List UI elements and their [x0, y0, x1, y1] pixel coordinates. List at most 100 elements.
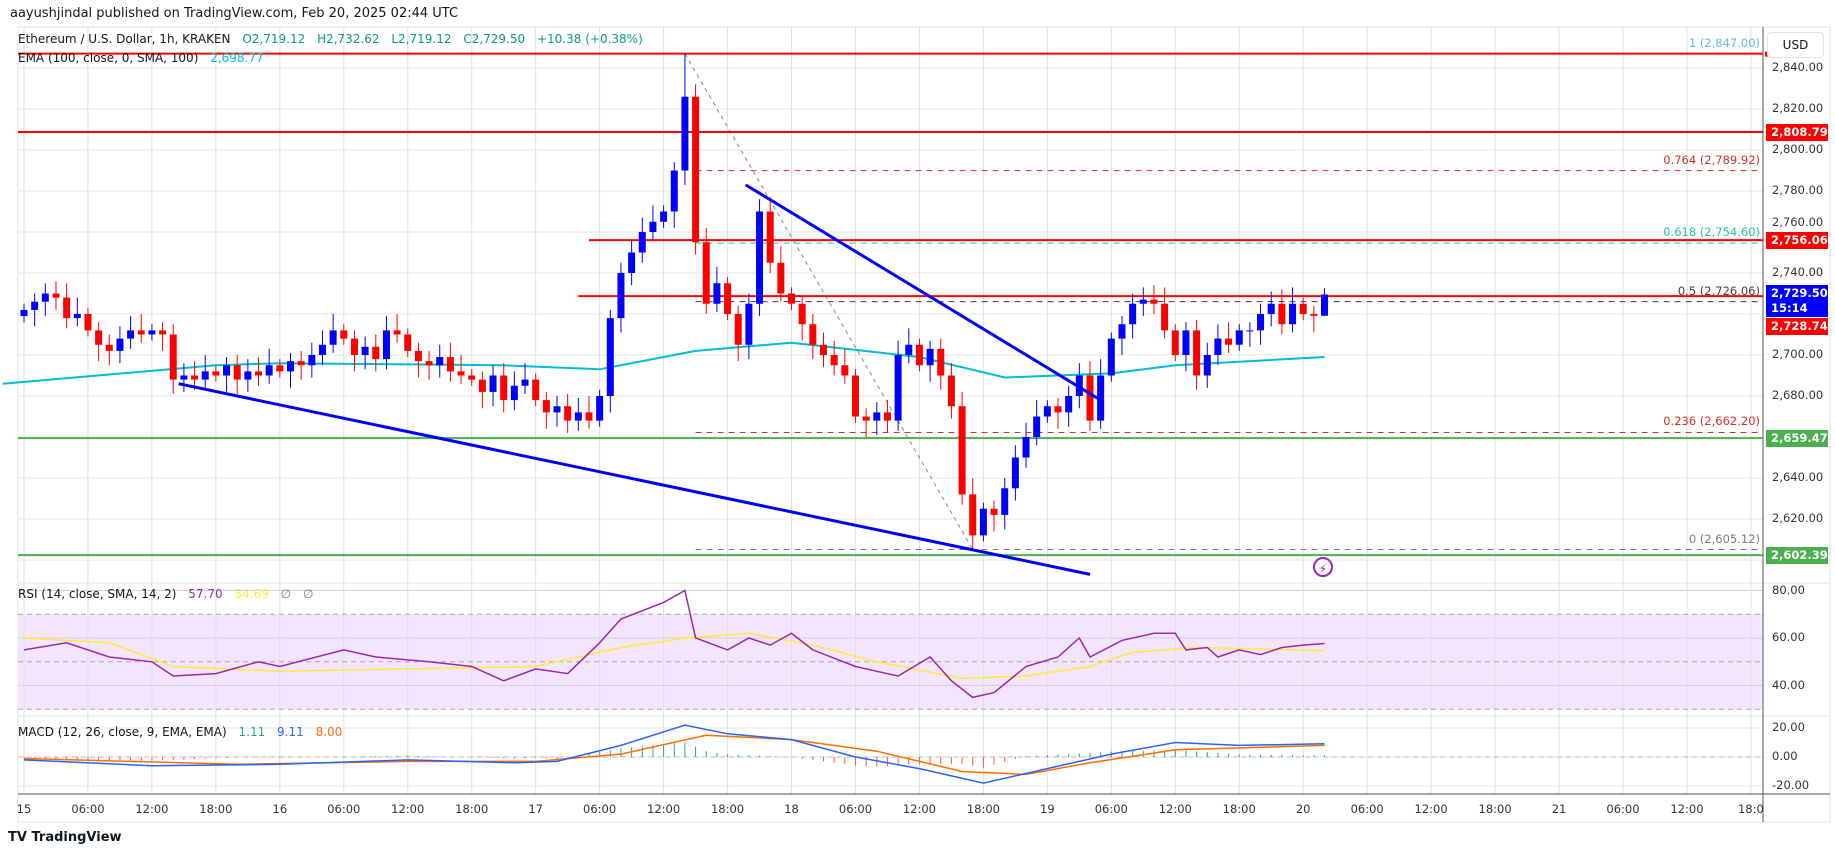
candle-body [702, 242, 710, 304]
macd-hist-value: 1.11 [238, 725, 266, 739]
symbol-legend: Ethereum / U.S. Dollar, 1h, KRAKEN O2,71… [18, 32, 651, 46]
candle-body [308, 355, 316, 366]
candle-body [1278, 303, 1286, 325]
price-tag: 2,728.74 [1766, 317, 1828, 335]
candle-body [958, 406, 966, 495]
candle-body [724, 283, 732, 314]
fib-level-label: 1 (2,847.00) [1688, 35, 1760, 50]
candle-body [1033, 416, 1041, 437]
candle-body [756, 211, 764, 304]
price-tag: 2,808.79 [1766, 123, 1828, 141]
candle-body [596, 396, 604, 421]
rsi-legend[interactable]: RSI (14, close, SMA, 14, 2) 57.70 54.69 … [18, 587, 321, 601]
candle-body [1214, 338, 1222, 355]
candle-body [201, 371, 209, 380]
candle-body [1225, 338, 1233, 345]
candle-body [1118, 324, 1126, 339]
candle-body [159, 330, 167, 335]
candle-body [798, 303, 806, 325]
rsi-sma-line [23, 632, 1325, 680]
candle-body [233, 365, 241, 380]
candle-body [1193, 330, 1201, 376]
time-axis-label: 06:00 [583, 802, 617, 816]
time-axis-label: 12:00 [1414, 802, 1448, 816]
candle-body [361, 346, 369, 355]
candle-body [84, 314, 92, 331]
candle-body [1150, 299, 1158, 304]
candle-body [41, 293, 49, 302]
candle-body [1246, 330, 1254, 332]
time-axis-label: 18:00 [199, 802, 233, 816]
candle-body [1235, 330, 1243, 345]
candle-body [553, 406, 561, 413]
trendline [744, 183, 1102, 402]
candle-body [73, 314, 81, 319]
ema-legend[interactable]: EMA (100, close, 0, SMA, 100) 2,698.77 [18, 51, 272, 65]
symbol-title[interactable]: Ethereum / U.S. Dollar, 1h, KRAKEN [18, 32, 231, 46]
candle-body [617, 273, 625, 319]
countdown-timer: 15:14 [1771, 300, 1808, 315]
macd-legend[interactable]: MACD (12, 26, close, 9, EMA, EMA) 1.11 9… [18, 725, 350, 739]
candle-body [1097, 375, 1105, 421]
candle-body [628, 252, 636, 273]
candle-body [137, 330, 145, 335]
candle-body [1310, 314, 1318, 316]
price-axis-label: 2,620.00 [1772, 511, 1824, 525]
candle-body [329, 330, 337, 345]
tradingview-logo[interactable]: 𝗧𝗩 TradingView [8, 830, 122, 845]
candle-body [212, 371, 220, 376]
candle-body [1107, 338, 1115, 376]
macd-axis-label: -20.00 [1772, 778, 1810, 792]
candle-body [894, 355, 902, 421]
candle-body [223, 365, 231, 376]
price-axis-label: 2,820.00 [1772, 101, 1824, 115]
candle-body [521, 379, 529, 386]
candle-body [287, 361, 294, 372]
price-tag: 2,659.47 [1766, 430, 1828, 448]
candle-body [1139, 299, 1147, 304]
price-tag: 2,756.06 [1766, 232, 1828, 250]
candle-body [457, 371, 465, 376]
candle-body [777, 262, 785, 294]
time-axis-label: 18:0 [1737, 802, 1764, 816]
candle-body [915, 344, 923, 366]
currency-button[interactable]: USD [1767, 32, 1824, 58]
time-axis-label: 18 [784, 802, 799, 816]
rsi-label: RSI (14, close, SMA, 14, 2) [18, 587, 177, 601]
rsi-sma-value: 54.69 [234, 587, 269, 601]
rsi-line [23, 589, 1325, 699]
candle-body [265, 365, 273, 376]
candle-body [95, 330, 103, 345]
time-axis-label: 12:00 [902, 802, 937, 816]
time-axis-label: 06:00 [838, 802, 873, 816]
branding-text: TradingView [31, 830, 122, 845]
candle-body [905, 344, 913, 355]
candle-body [1299, 303, 1307, 314]
candle-body [564, 406, 572, 421]
price-axis-label: 2,640.00 [1772, 470, 1824, 484]
candle-body [820, 344, 827, 355]
rsi-axis-label: 40.00 [1772, 677, 1805, 692]
time-axis-label: 18:00 [710, 802, 745, 816]
fib-level-label: 0 (2,605.12) [1688, 531, 1760, 546]
time-axis-label: 06:00 [1606, 802, 1640, 816]
lightning-icon[interactable]: ⚡ [1313, 557, 1333, 577]
candle-body [873, 412, 881, 421]
price-axis-label: 2,800.00 [1772, 142, 1824, 156]
candle-body [318, 344, 326, 355]
candle-body [1043, 406, 1051, 417]
time-axis-label: 18:00 [455, 802, 489, 816]
candle-body [1182, 330, 1190, 355]
candle-body [1171, 330, 1179, 355]
price-tag: 2,729.50 [1766, 284, 1828, 317]
time-axis-label: 06:00 [71, 802, 105, 816]
candle-body [660, 211, 668, 222]
time-axis-label: 17 [528, 802, 543, 816]
fib-level-label: 0.5 (2,726.06) [1677, 283, 1760, 298]
rsi-axis-label: 80.00 [1772, 582, 1805, 597]
candle-body [926, 348, 934, 366]
candle-body [862, 416, 870, 421]
candle-body [244, 371, 252, 380]
candle-body [1267, 303, 1275, 314]
